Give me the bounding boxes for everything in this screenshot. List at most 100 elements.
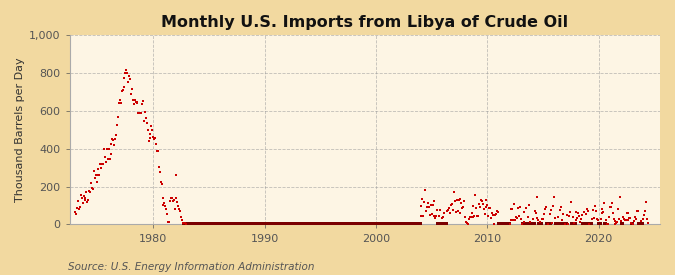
- Point: [524, 220, 535, 224]
- Point: [572, 216, 583, 220]
- Point: [199, 222, 210, 227]
- Point: [246, 222, 257, 227]
- Point: [96, 166, 107, 170]
- Point: [324, 222, 335, 227]
- Point: [227, 222, 238, 227]
- Point: [202, 222, 213, 227]
- Point: [591, 216, 602, 221]
- Point: [526, 222, 537, 227]
- Point: [442, 209, 453, 213]
- Point: [353, 222, 364, 227]
- Point: [256, 222, 267, 227]
- Point: [167, 196, 178, 201]
- Point: [189, 222, 200, 227]
- Point: [632, 209, 643, 213]
- Point: [188, 222, 198, 227]
- Point: [447, 202, 458, 206]
- Point: [190, 222, 201, 227]
- Point: [385, 222, 396, 227]
- Point: [553, 214, 564, 219]
- Point: [240, 222, 250, 227]
- Point: [391, 222, 402, 227]
- Point: [583, 222, 594, 227]
- Point: [547, 221, 558, 225]
- Point: [290, 222, 300, 227]
- Point: [227, 222, 238, 227]
- Point: [180, 221, 190, 225]
- Point: [296, 222, 306, 227]
- Point: [481, 197, 492, 202]
- Point: [281, 222, 292, 227]
- Point: [415, 204, 426, 208]
- Point: [172, 199, 183, 204]
- Point: [215, 222, 225, 227]
- Point: [221, 222, 232, 227]
- Point: [71, 212, 82, 216]
- Point: [520, 222, 531, 227]
- Point: [226, 222, 237, 227]
- Point: [74, 207, 84, 211]
- Point: [151, 142, 161, 146]
- Point: [352, 222, 363, 227]
- Point: [386, 222, 397, 227]
- Point: [421, 208, 431, 213]
- Point: [155, 180, 166, 184]
- Point: [272, 222, 283, 227]
- Point: [259, 222, 270, 227]
- Point: [200, 222, 211, 227]
- Point: [239, 222, 250, 227]
- Point: [213, 222, 223, 227]
- Point: [317, 222, 327, 227]
- Point: [403, 222, 414, 227]
- Point: [306, 222, 317, 227]
- Point: [574, 214, 585, 218]
- Point: [400, 222, 411, 227]
- Point: [471, 205, 482, 210]
- Point: [465, 214, 476, 219]
- Point: [606, 201, 617, 205]
- Point: [113, 114, 124, 119]
- Point: [639, 213, 649, 217]
- Point: [284, 222, 295, 227]
- Point: [505, 218, 516, 222]
- Point: [361, 222, 372, 227]
- Point: [407, 222, 418, 227]
- Point: [158, 203, 169, 208]
- Point: [200, 222, 211, 227]
- Point: [601, 221, 612, 226]
- Point: [195, 222, 206, 227]
- Point: [368, 222, 379, 227]
- Point: [539, 207, 550, 211]
- Point: [310, 222, 321, 227]
- Point: [168, 198, 179, 202]
- Point: [531, 216, 542, 220]
- Point: [422, 205, 433, 210]
- Point: [250, 222, 261, 227]
- Point: [97, 162, 107, 167]
- Point: [474, 202, 485, 206]
- Point: [495, 222, 506, 227]
- Point: [178, 222, 189, 227]
- Point: [235, 222, 246, 227]
- Point: [153, 148, 163, 153]
- Point: [124, 73, 134, 78]
- Point: [262, 222, 273, 227]
- Point: [586, 222, 597, 227]
- Point: [370, 222, 381, 227]
- Point: [362, 222, 373, 227]
- Point: [389, 222, 400, 227]
- Point: [312, 222, 323, 227]
- Point: [618, 217, 629, 221]
- Point: [323, 222, 334, 227]
- Point: [86, 186, 97, 190]
- Point: [274, 222, 285, 227]
- Point: [434, 214, 445, 218]
- Point: [360, 222, 371, 227]
- Point: [205, 222, 215, 227]
- Point: [387, 222, 398, 227]
- Point: [192, 222, 203, 227]
- Point: [328, 222, 339, 227]
- Point: [308, 222, 319, 227]
- Point: [318, 222, 329, 227]
- Point: [449, 189, 460, 194]
